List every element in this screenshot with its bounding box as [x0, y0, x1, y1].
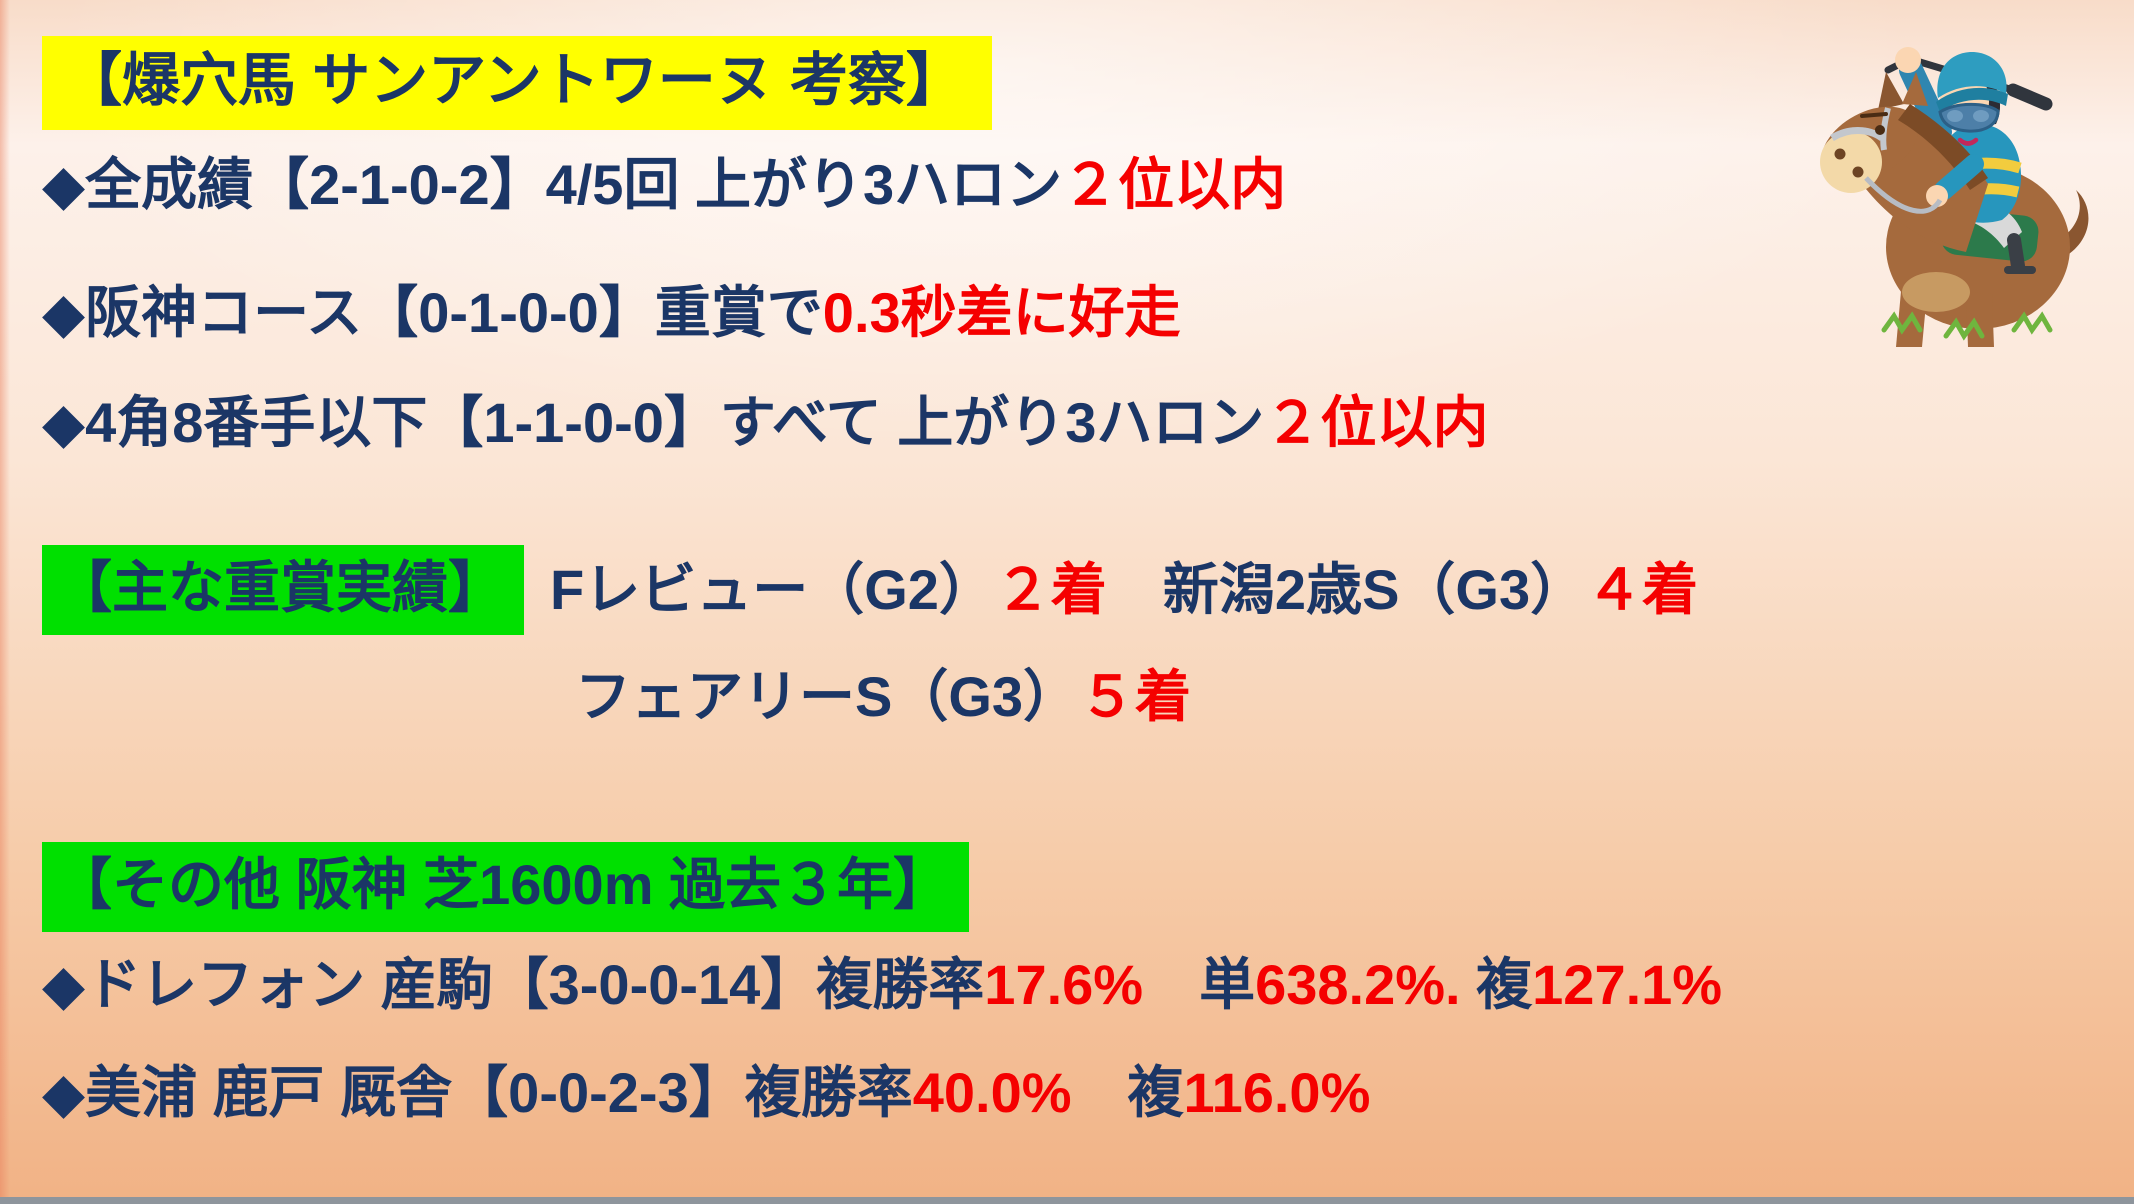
text-segment: 複 — [1460, 953, 1533, 1016]
jockey-horse-icon — [1820, 47, 2089, 347]
grass-icon — [1881, 311, 2053, 341]
text-segment-highlight: ２位以内 — [1062, 153, 1287, 216]
page-title-text: 【爆穴馬 サンアントワーヌ 考察】 — [64, 48, 964, 113]
text-segment: ◆阪神コース【0-1-0-0】重賞で — [42, 281, 823, 344]
other-bullet-stable: ◆美浦 鹿戸 厩舎【0-0-2-3】複勝率40.0% 複116.0% — [42, 1058, 1370, 1128]
bottom-edge-bar — [0, 1197, 2134, 1204]
text-segment-highlight: 116.0% — [1183, 1061, 1371, 1124]
text-segment: ◆美浦 鹿戸 厩舎【0-0-2-3】複勝率 — [42, 1061, 913, 1124]
text-segment-highlight: 0.3秒差に好走 — [822, 281, 1181, 344]
graded-results-line1: Fレビュー（G2）２着 新潟2歳S（G3）４着 — [550, 555, 1698, 625]
text-segment-highlight: 40.0% — [912, 1061, 1072, 1124]
text-segment: 新潟2歳S（G3） — [1106, 558, 1587, 621]
text-segment-highlight: 127.1% — [1532, 953, 1723, 1016]
text-segment-highlight: ５着 — [1079, 665, 1192, 728]
text-segment-highlight: ２位以内 — [1264, 391, 1489, 454]
text-segment-highlight: 17.6% — [984, 953, 1144, 1016]
text-segment-highlight: 638.2%. — [1255, 953, 1461, 1016]
page-title: 【爆穴馬 サンアントワーヌ 考察】 — [42, 36, 992, 130]
jockey-horse-illustration — [1818, 12, 2118, 352]
overview-bullet-corner: ◆4角8番手以下【1-1-0-0】すべて 上がり3ハロン２位以内 — [42, 388, 1488, 458]
overview-bullet-overall: ◆全成績【2-1-0-2】4/5回 上がり3ハロン２位以内 — [42, 150, 1286, 220]
graded-results-line2: フェアリーS（G3）５着 — [575, 662, 1191, 732]
text-segment: ◆4角8番手以下【1-1-0-0】すべて 上がり3ハロン — [42, 391, 1265, 454]
text-segment-highlight: ４着 — [1586, 558, 1699, 621]
other-bullet-sire: ◆ドレフォン 産駒【3-0-0-14】複勝率17.6% 単638.2%. 複12… — [42, 950, 1722, 1020]
section-header-graded-results: 【主な重賞実績】 — [42, 545, 524, 635]
text-segment: ◆全成績【2-1-0-2】4/5回 上がり3ハロン — [42, 153, 1063, 216]
overview-bullet-hanshin: ◆阪神コース【0-1-0-0】重賞で0.3秒差に好走 — [42, 278, 1181, 348]
section-header-other: 【その他 阪神 芝1600m 過去３年】 — [42, 842, 970, 932]
text-segment: ◆ドレフォン 産駒【3-0-0-14】複勝率 — [42, 953, 985, 1016]
left-edge-tint — [0, 0, 10, 1204]
text-segment: 単 — [1143, 953, 1256, 1016]
graded-results-row: 【主な重賞実績】 Fレビュー（G2）２着 新潟2歳S（G3）４着 — [42, 545, 1698, 635]
text-segment-highlight: ２着 — [994, 558, 1107, 621]
section-header-other-label: 【その他 阪神 芝1600m 過去３年】 — [42, 842, 970, 932]
text-segment: フェアリーS（G3） — [575, 665, 1080, 728]
text-segment: 複 — [1071, 1061, 1184, 1124]
text-segment: Fレビュー（G2） — [550, 558, 995, 621]
